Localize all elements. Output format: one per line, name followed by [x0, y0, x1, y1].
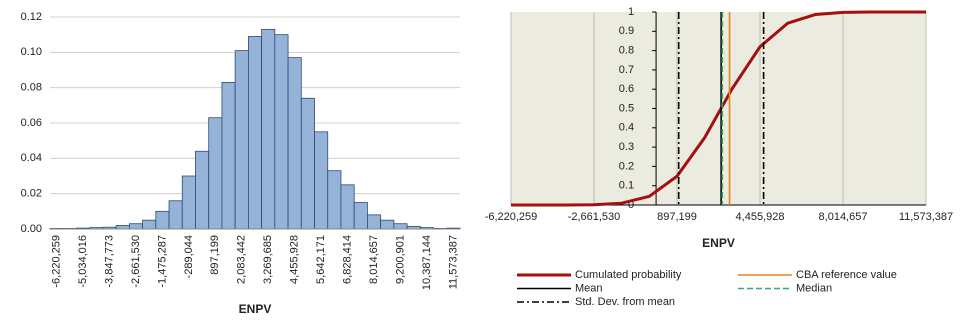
y-tick-label: 0.3: [619, 141, 634, 153]
bar: [367, 214, 382, 230]
x-tick-label: -2,661,530: [130, 235, 142, 288]
y-tick-label: 0.1: [619, 180, 634, 192]
legend-label: Cumulated probability: [575, 269, 682, 281]
x-tick-label: 9,200,901: [394, 235, 406, 284]
x-tick-label: -289,044: [183, 235, 195, 278]
bar: [168, 200, 183, 230]
x-tick-label: -6,220,259: [51, 235, 63, 288]
x-tick-label: -3,847,773: [103, 235, 115, 288]
y-tick-label: 0.06: [21, 117, 42, 129]
bar: [327, 170, 342, 230]
legend-label: Std. Dev. from mean: [575, 296, 675, 308]
bar: [300, 97, 315, 230]
bar: [128, 223, 143, 230]
x-tick-label: -5,034,016: [77, 235, 89, 288]
bar: [314, 131, 329, 230]
x-tick-label: 897,199: [657, 211, 697, 223]
x-tick-label: 4,455,928: [289, 235, 301, 284]
bar: [195, 150, 210, 230]
y-tick-label: 1: [628, 6, 634, 18]
y-tick-label: 0.12: [21, 11, 42, 23]
bar: [221, 81, 236, 230]
bar: [274, 34, 289, 230]
x-tick-label: 10,387,144: [421, 235, 433, 290]
x-tick-label: -2,661,530: [568, 211, 621, 223]
x-tick-label: 4,455,928: [736, 211, 785, 223]
y-tick-label: 0.4: [619, 122, 634, 134]
bar: [393, 223, 408, 230]
y-tick-label: 0.8: [619, 45, 634, 57]
bar: [181, 175, 196, 230]
bar: [380, 219, 395, 230]
bar: [353, 202, 368, 230]
legend-label: Mean: [575, 282, 603, 294]
x-tick-label: 8,014,657: [819, 211, 868, 223]
x-tick-label: -1,475,287: [156, 235, 168, 288]
x-tick-label: 8,014,657: [368, 235, 380, 284]
y-tick-label: 0.00: [21, 223, 42, 235]
bar: [115, 225, 130, 230]
x-tick-label: 6,828,414: [341, 235, 353, 284]
x-axis-title: ENPV: [239, 302, 272, 316]
bar: [247, 36, 263, 230]
bar: [261, 28, 276, 230]
legend-label: Median: [796, 282, 832, 294]
y-tick-label: 0.2: [619, 160, 634, 172]
y-tick-label: 0.7: [619, 64, 634, 76]
x-tick-label: -6,220,259: [485, 211, 538, 223]
bar: [287, 57, 302, 230]
x-tick-label: 11,573,387: [899, 211, 953, 223]
y-tick-label: 0.08: [21, 82, 42, 94]
bar: [155, 210, 170, 230]
y-tick-label: 0.02: [21, 188, 42, 200]
x-tick-label: 11,573,387: [447, 235, 459, 289]
y-tick-label: 0.04: [21, 152, 42, 164]
legend-label: CBA reference value: [796, 269, 897, 281]
cdf-line: [511, 10, 926, 207]
x-tick-label: 5,642,171: [315, 235, 327, 284]
y-tick-label: 0.10: [21, 46, 42, 58]
bar: [142, 219, 157, 230]
y-tick-label: 0.5: [619, 102, 634, 114]
bar: [208, 117, 223, 230]
x-tick-label: 2,083,442: [236, 235, 248, 284]
y-tick-label: 0.6: [619, 83, 634, 95]
plot-background: [511, 12, 926, 205]
y-tick-label: 0.9: [619, 25, 634, 37]
x-tick-label: 897,199: [209, 235, 221, 275]
x-axis-title: ENPV: [702, 236, 735, 250]
bar: [340, 184, 355, 230]
x-tick-label: 3,269,685: [262, 235, 274, 284]
bar: [234, 50, 249, 230]
